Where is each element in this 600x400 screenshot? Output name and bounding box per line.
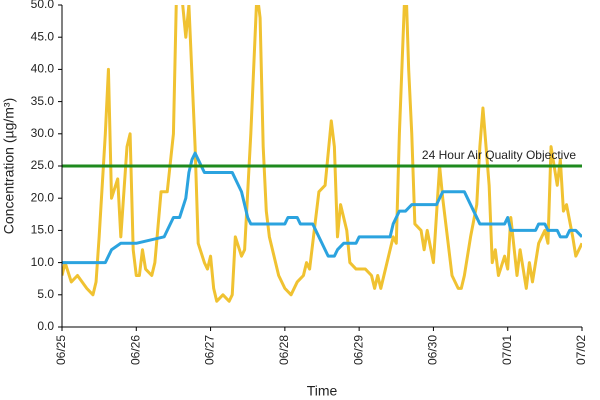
y-axis-title: Concentration (µg/m³) [1, 98, 17, 234]
y-tick-label: 10.0 [31, 255, 55, 269]
y-tick-label: 25.0 [31, 158, 55, 172]
data-line [62, 151, 582, 265]
x-tick-label: 06/27 [203, 335, 217, 365]
x-tick-label: 06/28 [277, 335, 291, 365]
x-tick-label: 06/29 [351, 335, 365, 365]
plot-area [62, 5, 582, 303]
y-tick-label: 30.0 [31, 126, 55, 140]
x-tick-label: 06/26 [128, 335, 142, 365]
y-tick-label: 35.0 [31, 94, 55, 108]
x-tick-label: 07/01 [500, 335, 514, 365]
y-tick-label: 50.0 [31, 0, 55, 11]
x-tick-label: 06/25 [54, 335, 68, 365]
data-line [62, 5, 582, 303]
x-axis-title: Time [307, 383, 338, 399]
y-tick-label: 0.0 [37, 319, 54, 333]
y-tick-label: 5.0 [37, 287, 54, 301]
y-tick-label: 15.0 [31, 223, 55, 237]
y-tick-label: 40.0 [31, 62, 55, 76]
x-tick-label: 06/30 [426, 335, 440, 365]
y-tick-label: 20.0 [31, 190, 55, 204]
reference-label: 24 Hour Air Quality Objective [422, 148, 576, 162]
x-tick-label: 07/02 [574, 335, 588, 365]
y-tick-label: 45.0 [31, 29, 55, 43]
